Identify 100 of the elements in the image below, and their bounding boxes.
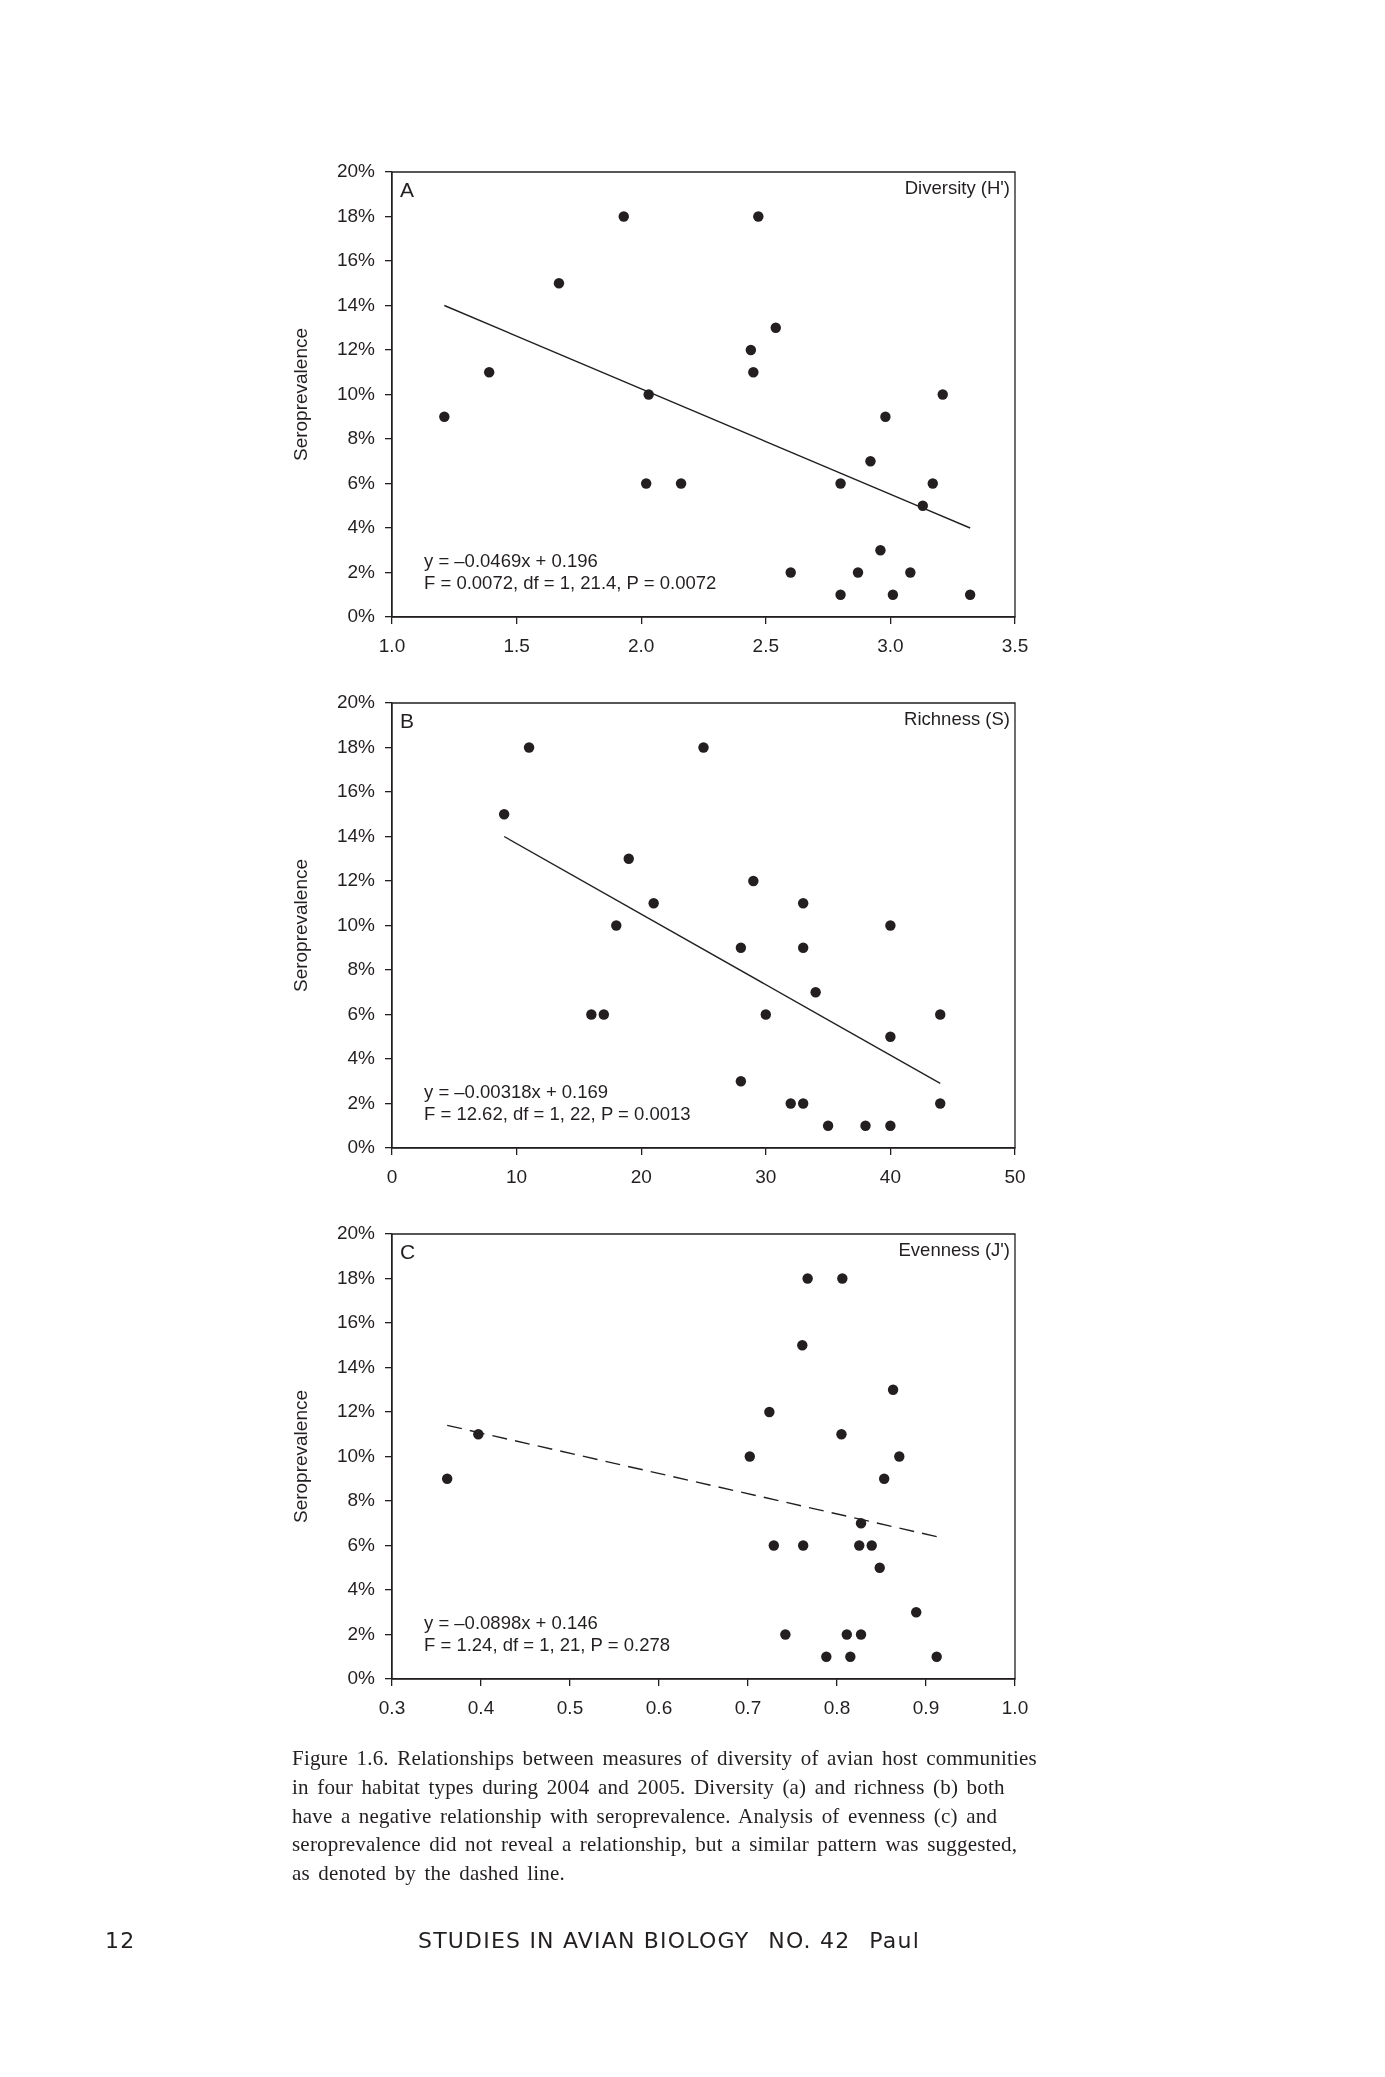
x-tick-label: 0.8 [823,1696,851,1718]
point [735,942,747,953]
point [878,1473,890,1484]
point [745,344,757,356]
point [935,1098,946,1109]
point [611,920,622,931]
x-axis-title: Richness (S) [904,708,1010,730]
y-tick-label: 0% [347,1136,376,1158]
point [810,987,821,998]
x-tick-label: 2.0 [627,634,655,656]
point [698,742,709,753]
point [931,1651,942,1662]
y-tick-label: 20% [336,691,376,713]
x-tick-label: 2.5 [752,634,780,656]
point [905,567,916,578]
point [865,456,876,467]
point [785,567,796,578]
y-tick-label: 14% [336,293,376,315]
point [780,1629,791,1640]
y-tick-label: 8% [347,1489,376,1511]
chart-title: A [400,178,415,202]
y-tick-label: 16% [336,249,376,271]
text: STUDIES IN AVIAN BIOLOGY [418,1927,750,1955]
y-tick-label: 20% [336,160,376,182]
x-tick-label: 1.0 [378,634,406,656]
y-axis-title: Seroprevalence [289,327,311,462]
point [937,389,948,400]
point [860,1120,871,1131]
annotation: F = 12.62, df = 1, 22, P = 0.0013 [424,1103,691,1124]
point [866,1540,877,1551]
x-tick-label: 0.5 [556,1696,584,1718]
point [439,411,450,422]
y-tick-label: 2% [347,560,376,582]
y-tick-label: 20% [336,1222,376,1244]
y-axis-title: Seroprevalence [289,858,311,993]
y-tick-label: 6% [347,1002,376,1024]
y-tick-label: 6% [347,1533,376,1555]
x-tick-label: 50 [1004,1165,1026,1187]
point [822,1120,834,1131]
x-tick-label: 1.5 [503,634,530,656]
annotation: y = –0.00318x + 0.169 [424,1081,609,1102]
annotation: F = 1.24, df = 1, 21, P = 0.278 [424,1634,670,1655]
point [735,1076,747,1087]
y-tick-label: 4% [347,1578,376,1600]
x-tick-label: 3.5 [1001,634,1029,656]
x-tick-label: 20 [630,1165,652,1187]
point [797,898,809,909]
point [855,1518,867,1529]
x-tick-label: 10 [506,1165,528,1187]
y-tick-label: 14% [336,824,376,846]
point [887,589,899,600]
y-tick-label: 10% [336,1444,376,1466]
point [553,278,565,289]
point [483,367,495,378]
point [643,389,654,400]
y-tick-label: 2% [347,1091,376,1113]
point [618,211,629,222]
point [917,500,928,511]
point [927,478,938,489]
chart-title: B [400,709,415,733]
y-tick-label: 0% [347,605,376,627]
point [911,1607,922,1618]
point [837,1273,848,1284]
y-tick-label: 10% [336,382,376,404]
x-tick-label: 0.3 [378,1696,406,1718]
x-tick-label: 3.0 [877,634,904,656]
point [498,809,510,820]
point [586,1009,597,1020]
point [836,1429,847,1440]
y-tick-label: 8% [347,958,376,980]
x-tick-label: 0.9 [912,1696,940,1718]
x-tick-label: 0.4 [467,1696,495,1718]
point [598,1009,610,1020]
y-tick-label: 2% [347,1622,376,1644]
point [964,589,976,600]
point [523,742,535,753]
x-tick-label: 0.7 [734,1696,762,1718]
chart-title: C [400,1240,416,1264]
point [623,853,634,864]
point [785,1098,796,1109]
point [768,1540,780,1551]
y-tick-label: 10% [336,913,376,935]
point [855,1629,867,1640]
point [885,1031,896,1042]
y-tick-label: 18% [336,1266,376,1288]
point [935,1009,946,1020]
point [802,1273,813,1284]
y-tick-label: 14% [336,1355,376,1377]
point [760,1009,771,1020]
point [874,1562,885,1573]
x-axis-title: Evenness (J') [898,1239,1010,1261]
x-axis-title: Diversity (H') [904,177,1010,199]
point [640,478,652,489]
annotation: y = –0.0898x + 0.146 [424,1612,598,1633]
point [797,1540,809,1551]
y-tick-label: 4% [347,1047,376,1069]
point [854,1540,865,1551]
y-tick-label: 8% [347,427,376,449]
y-tick-label: 18% [336,204,376,226]
point [770,322,781,333]
